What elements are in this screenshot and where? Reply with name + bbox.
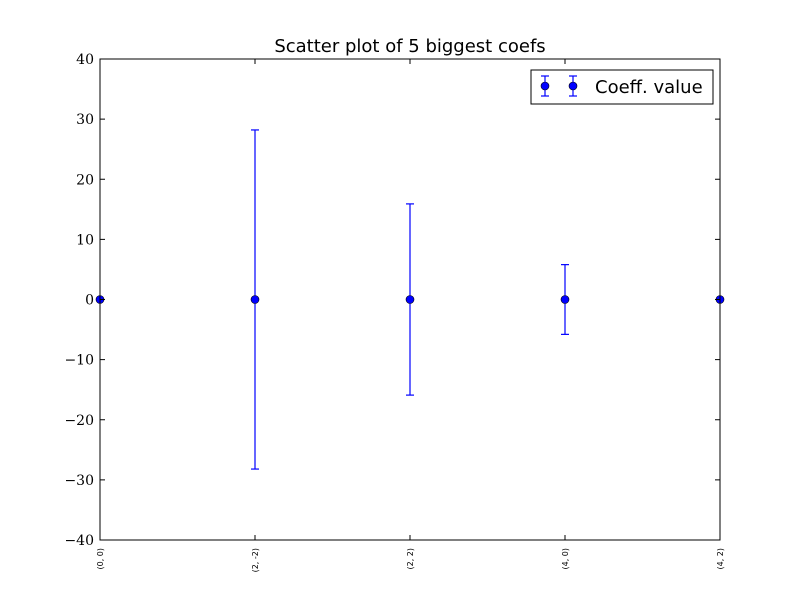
axis-ticks: −40 −30 −20 −10 0 10 20 30 40 (0, 0) (2, -2) (2, 2)…	[64, 52, 725, 572]
legend-marker	[540, 75, 578, 97]
y-tick-label: 0	[85, 293, 94, 309]
chart-title: Scatter plot of 5 biggest coefs	[274, 36, 545, 57]
x-tick-label: (4, 2)	[716, 548, 725, 570]
legend: Coeff. value	[530, 69, 714, 105]
y-tick-label: −30	[64, 473, 94, 489]
y-tick-label: −20	[64, 413, 94, 429]
data-point	[250, 295, 260, 304]
x-tick-label: (0, 0)	[96, 548, 105, 570]
legend-box	[530, 69, 714, 105]
legend-point	[540, 81, 550, 91]
legend-point	[568, 81, 578, 91]
y-tick-label: 10	[76, 232, 94, 248]
data-point	[560, 295, 570, 304]
legend-label: Coeff. value	[595, 77, 703, 98]
y-tick-label: 40	[76, 52, 94, 68]
y-tick-label: −10	[64, 353, 94, 369]
data-points	[95, 295, 725, 304]
y-tick-label: 30	[76, 112, 94, 128]
x-tick-label: (4, 0)	[561, 548, 570, 570]
y-tick-label: 20	[76, 172, 94, 188]
y-tick-label: −40	[64, 533, 94, 549]
x-tick-label: (2, 2)	[406, 548, 415, 570]
x-tick-label: (2, -2)	[251, 548, 260, 572]
data-point	[405, 295, 415, 304]
